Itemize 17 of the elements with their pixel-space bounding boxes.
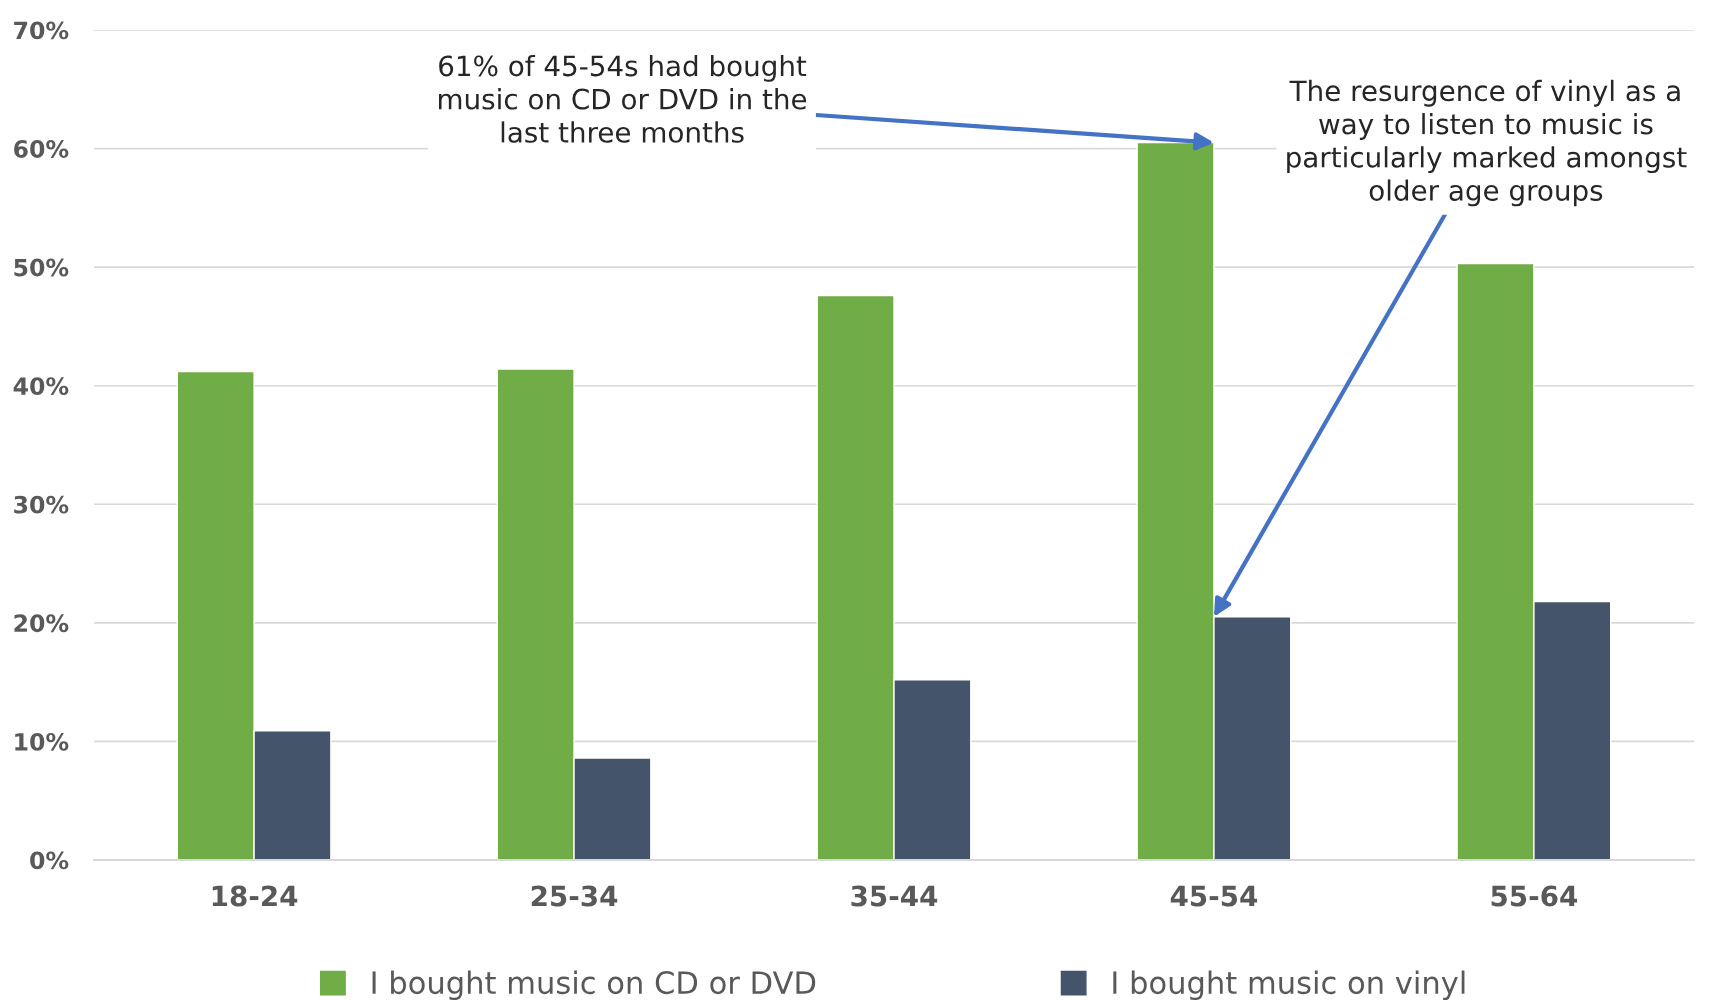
x-tick-label: 55-64 <box>1491 885 1578 907</box>
x-tick-label: 35-44 <box>851 885 938 907</box>
y-tick-label: 70% <box>14 21 69 40</box>
x-tick-label: 25-34 <box>531 885 618 907</box>
y-tick-label: 10% <box>15 732 69 751</box>
annotation: 61% of 45-54s had bought music on CD or DVD in the last three months <box>439 54 807 143</box>
x-tick-label: 45-54 <box>1170 885 1258 907</box>
y-tick-label: 30% <box>14 495 69 514</box>
annotation: The resurgence of vinyl as a way to listen to music is particularly marked amongst older age groups <box>1287 79 1687 207</box>
legend-label: I bought music on CD or DVD <box>372 970 816 1000</box>
y-tick-label: 60% <box>14 140 69 158</box>
y-tick-label: 50% <box>14 258 69 277</box>
y-tick-label: 0% <box>30 851 69 870</box>
y-tick-label: 40% <box>13 377 69 396</box>
legend-label: I bought music on vinyl <box>1113 970 1465 1000</box>
x-tick-label: 18-24 <box>212 885 298 907</box>
y-tick-label: 20% <box>14 614 69 633</box>
